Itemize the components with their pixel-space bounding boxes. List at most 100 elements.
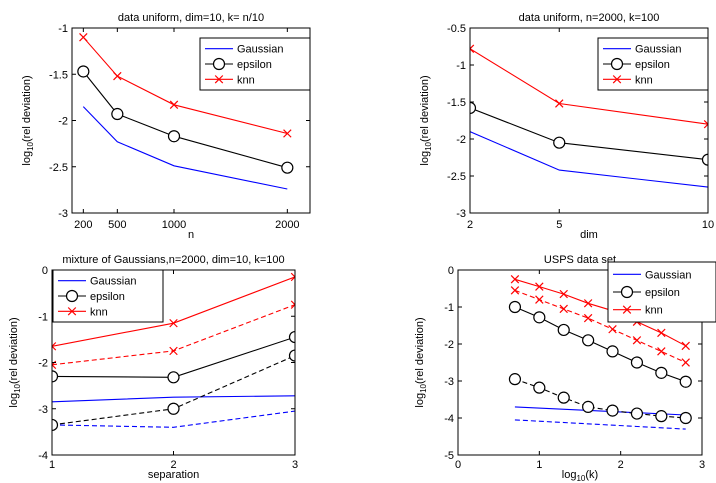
- y-tick-label: 0: [448, 265, 454, 277]
- data-point-circle: [167, 130, 181, 143]
- y-tick-label: -3: [444, 376, 454, 388]
- y-tick-label: -1: [444, 302, 454, 314]
- chart-title: mixture of Gaussians,n=2000, dim=10, k=1…: [62, 254, 284, 266]
- legend-entry: Gaussian: [645, 269, 691, 281]
- data-point-circle: [606, 345, 619, 358]
- y-tick-label: -2: [456, 134, 466, 146]
- data-point-circle: [508, 300, 522, 314]
- chart-panel-4: USPS data set -5 -4 -3 -2 -1 0 0 1 2 3 log10(k) log1…: [414, 254, 716, 483]
- data-point-circle: [508, 373, 522, 386]
- data-point-circle: [533, 381, 546, 394]
- series-line-Gaussian: [82, 106, 288, 190]
- axes-frame: [457, 269, 703, 456]
- legend-entry: epsilon: [645, 287, 680, 299]
- y-axis-label: log10(rel deviation): [8, 317, 22, 407]
- data-point-x: [283, 129, 292, 138]
- legend-entry: Gaussian: [635, 44, 681, 56]
- x-tick-label: 1: [49, 459, 55, 471]
- data-point-circle: [630, 356, 644, 369]
- legend: Gaussian epsilon knn: [607, 261, 716, 323]
- data-point-x: [583, 299, 593, 308]
- chart-panel-1: data uniform, dim=10, k= n/10 -3 -2.5 -2 -1.…: [21, 12, 311, 241]
- y-tick-label: -3: [38, 404, 48, 416]
- data-point-x: [608, 324, 617, 334]
- data-point-x: [52, 342, 57, 351]
- legend-marker-x: [67, 307, 77, 316]
- y-tick-label: -5: [444, 450, 454, 462]
- legend-marker-circle: [65, 289, 79, 303]
- data-point-circle: [167, 371, 180, 384]
- y-tick-label: -2.5: [49, 162, 68, 174]
- y-axis-label: log10(rel deviation): [414, 317, 428, 407]
- series-line-dashed-ff0000: [514, 289, 686, 364]
- x-axis-label: dim: [580, 229, 598, 241]
- x-tick-label: 1000: [162, 219, 186, 231]
- series-line-epsilon: [470, 107, 708, 161]
- y-axis-label: log10(rel deviation): [21, 75, 35, 165]
- legend-entry: Gaussian: [90, 276, 136, 288]
- chart-panel-2: data uniform, n=2000, k=100 -3 -2.5 -2 -1.5 -…: [419, 12, 714, 241]
- series-line-Gaussian: [470, 131, 708, 188]
- x-tick-label: 2: [170, 459, 176, 471]
- data-point-x: [470, 44, 475, 53]
- legend: Gaussian epsilon knn: [52, 269, 164, 323]
- y-tick-label: -1: [58, 23, 68, 35]
- y-tick-label: -3: [58, 208, 68, 220]
- data-point-circle: [533, 311, 546, 324]
- data-point-x: [290, 300, 295, 309]
- axes-frame: [469, 27, 709, 214]
- legend-entry: knn: [635, 74, 653, 86]
- data-point-circle: [679, 411, 692, 425]
- x-tick-label: 5: [556, 219, 562, 231]
- plot-area: [508, 275, 692, 430]
- data-point-circle: [557, 391, 570, 404]
- data-point-circle: [582, 400, 595, 413]
- legend-marker-circle: [212, 57, 226, 71]
- y-tick-label: 0: [42, 265, 48, 277]
- chart-panel-3: mixture of Gaussians,n=2000, dim=10, k=1…: [8, 254, 298, 481]
- y-tick-label: -1.5: [447, 97, 466, 109]
- x-tick-label: 500: [108, 219, 126, 231]
- data-point-x: [555, 99, 564, 108]
- chart-title: data uniform, dim=10, k= n/10: [118, 12, 264, 24]
- legend-marker-x: [622, 305, 632, 314]
- data-point-circle: [655, 366, 668, 379]
- data-point-circle: [557, 323, 570, 337]
- y-tick-label: -1: [38, 311, 48, 323]
- x-tick-label: 0: [455, 459, 461, 471]
- legend-marker-circle: [620, 285, 634, 299]
- legend-entry: knn: [237, 74, 255, 86]
- x-tick-label: 200: [74, 219, 92, 231]
- data-point-circle: [281, 161, 294, 174]
- series-line-Gaussian: [52, 395, 295, 403]
- data-point-x: [703, 119, 708, 129]
- y-tick-label: -1: [456, 60, 466, 72]
- y-tick-label: -2.5: [447, 171, 466, 183]
- x-tick-label: 10: [702, 219, 714, 231]
- y-axis-label: log10(rel deviation): [419, 75, 433, 165]
- data-point-x: [535, 295, 544, 304]
- legend-entry: Gaussian: [237, 44, 283, 56]
- data-point-x: [510, 286, 520, 295]
- data-point-circle: [77, 65, 90, 78]
- x-tick-label: 3: [699, 459, 705, 471]
- data-point-circle: [288, 330, 295, 344]
- data-point-circle: [167, 402, 180, 415]
- data-point-circle: [111, 107, 124, 121]
- y-tick-label: -2: [444, 339, 454, 351]
- data-point-x: [290, 272, 295, 282]
- data-point-x: [169, 100, 179, 109]
- x-tick-label: 2: [618, 459, 624, 471]
- legend: Gaussian epsilon knn: [597, 37, 709, 91]
- legend-entry: epsilon: [635, 59, 670, 71]
- plot-area: [52, 272, 295, 432]
- chart-title: USPS data set: [544, 254, 616, 266]
- data-point-x: [113, 71, 122, 81]
- data-point-x: [657, 347, 666, 356]
- x-tick-label: 2: [467, 219, 473, 231]
- data-point-circle: [52, 418, 59, 432]
- data-point-x: [632, 336, 642, 345]
- plot-area: [77, 33, 294, 190]
- x-tick-label: 3: [292, 459, 298, 471]
